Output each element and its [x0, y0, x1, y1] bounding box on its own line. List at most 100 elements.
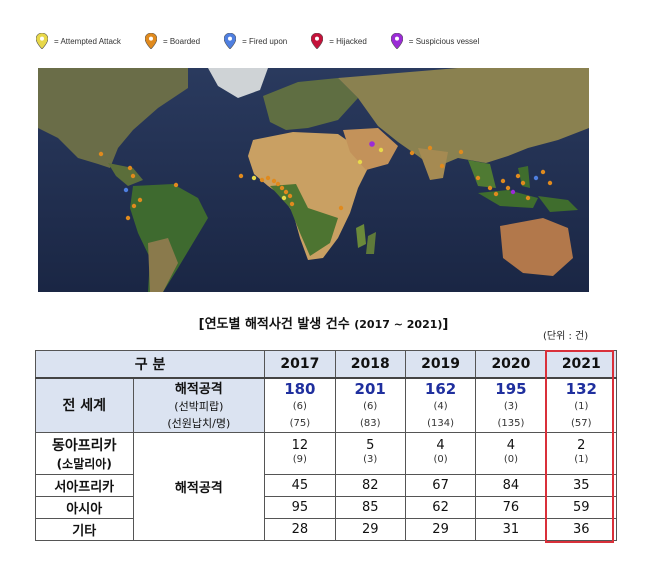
table-cell: 4 (0)	[404, 431, 477, 475]
table-cell: 82	[334, 473, 406, 497]
australia	[500, 218, 573, 276]
unit-label: (단위 : 건)	[543, 331, 589, 342]
legend-item-boarded: = Boarded	[144, 33, 201, 49]
table-cell: 12 (9)	[264, 431, 336, 475]
region-row-asia: 아시아 95 85 62 76 59	[35, 495, 618, 519]
attack-type-label: 해적공격	[132, 431, 266, 541]
header-year: 2021	[545, 350, 618, 379]
world-sub-attacks: 해적공격	[174, 381, 223, 397]
pin-icon	[311, 33, 324, 49]
header-year: 2020	[475, 350, 547, 379]
world-cell: 162 (4) (134)	[404, 377, 477, 433]
table-cell: 31	[475, 517, 547, 541]
title-years: (2017 ~ 2021)	[354, 318, 443, 331]
legend-label: = Attempted Attack	[54, 36, 121, 46]
world-sub-kidnapped: (선원납치/명)	[167, 416, 231, 430]
legend-item-attempted: = Attempted Attack	[36, 33, 121, 49]
world-cell: 180 (6) (75)	[264, 377, 336, 433]
world-sub-hijacked: (선박피랍)	[174, 399, 224, 413]
legend-label: = Suspicious vessel	[408, 36, 480, 46]
table-cell: 67	[404, 473, 477, 497]
header-label: 구 분	[34, 350, 266, 379]
world-kidnapped: (135)	[497, 417, 525, 429]
cell-sub-value: (1)	[574, 454, 589, 465]
world-hijacked: (4)	[433, 400, 448, 412]
table-cell: 2 (1)	[545, 431, 618, 475]
table-cell: 76	[475, 495, 547, 519]
world-hijacked: (6)	[363, 400, 378, 412]
cell-sub-value: (0)	[503, 454, 519, 465]
map-legend: = Attempted Attack = Boarded = Fired upo…	[36, 32, 503, 50]
world-attacks: 201	[354, 379, 386, 398]
asia	[338, 68, 589, 168]
region-row-west-africa: 서아프리카 45 82 67 84 35	[35, 473, 618, 497]
south-america	[130, 184, 208, 292]
table-cell: 59	[545, 495, 618, 519]
world-cell: 201 (6) (83)	[334, 377, 406, 433]
cell-value: 4	[436, 438, 445, 453]
region-label: 동아프리카 (소말리아)	[35, 431, 134, 475]
header-year: 2019	[404, 350, 477, 379]
table-cell: 62	[404, 495, 477, 519]
region-row-other: 기타 28 29 29 31 36	[35, 517, 618, 541]
world-kidnapped: (134)	[427, 417, 455, 429]
region-label: 서아프리카	[35, 473, 134, 497]
europe	[263, 78, 358, 130]
title-text: [연도별 해적사건 발생 건수	[198, 317, 350, 332]
pin-icon	[224, 33, 237, 49]
cell-value: 5	[366, 438, 375, 453]
legend-label: = Boarded	[162, 36, 201, 46]
table-cell: 36	[545, 517, 618, 541]
piracy-table: 구 분 2017 2018 2019 2020 2021 전 세계 해적공격 (…	[34, 350, 618, 541]
world-cell: 132 (1) (57)	[545, 377, 618, 433]
world-kidnapped: (57)	[571, 417, 592, 429]
region-label: 아시아	[35, 495, 134, 519]
pin-icon	[36, 33, 48, 49]
legend-item-fired: = Fired upon	[224, 33, 287, 49]
world-row: 전 세계 해적공격 (선박피랍) (선원납치/명) 180 (6) (75) 201…	[35, 377, 618, 433]
cell-sub-value: (0)	[433, 454, 448, 465]
region-name: 동아프리카	[52, 437, 117, 454]
table-cell: 84	[475, 473, 547, 497]
pin-icon	[144, 33, 157, 49]
region-sub: (소말리아)	[56, 456, 112, 471]
table-cell: 95	[264, 495, 336, 519]
table-cell: 35	[545, 473, 618, 497]
header-year: 2018	[334, 350, 406, 379]
legend-label: = Fired upon	[242, 36, 288, 46]
world-sub-labels: 해적공격 (선박피랍) (선원납치/명)	[132, 377, 266, 433]
world-hijacked: (3)	[503, 400, 519, 412]
table-cell: 4 (0)	[475, 431, 547, 475]
cell-value: 12	[291, 438, 309, 453]
world-attacks: 132	[565, 379, 597, 398]
region-row-east-africa: 동아프리카 (소말리아) 해적공격 12 (9) 5 (3) 4 (0) 4 (0) 2(…	[35, 431, 618, 541]
world-attacks: 195	[495, 379, 527, 398]
table-cell: 28	[264, 517, 336, 541]
table-cell: 29	[404, 517, 477, 541]
pin-icon	[390, 33, 403, 49]
world-label: 전 세계	[35, 377, 134, 433]
world-attacks: 180	[284, 379, 316, 398]
title-close: ]	[442, 317, 449, 332]
incident-markers	[98, 141, 553, 221]
legend-label: = Hijacked	[329, 36, 367, 46]
table-cell: 5 (3)	[334, 431, 406, 475]
table-cell: 29	[334, 517, 406, 541]
header-row: 구 분 2017 2018 2019 2020 2021	[34, 350, 618, 379]
cell-sub-value: (9)	[292, 454, 307, 465]
table-title: [연도별 해적사건 발생 건수 (2017 ~ 2021)]	[0, 313, 647, 332]
world-attacks: 162	[424, 379, 457, 398]
table-cell: 85	[334, 495, 406, 519]
africa	[248, 132, 368, 260]
world-hijacked: (1)	[574, 400, 589, 412]
region-label: 기타	[35, 517, 134, 541]
world-map	[38, 68, 589, 292]
legend-item-suspicious: = Suspicious vessel	[390, 33, 480, 49]
cell-sub-value: (3)	[363, 454, 378, 465]
table-cell: 45	[264, 473, 336, 497]
world-kidnapped: (83)	[359, 417, 381, 429]
world-cell: 195 (3) (135)	[475, 377, 547, 433]
cell-value: 2	[577, 438, 586, 453]
world-kidnapped: (75)	[289, 417, 311, 429]
header-year: 2017	[264, 350, 336, 379]
